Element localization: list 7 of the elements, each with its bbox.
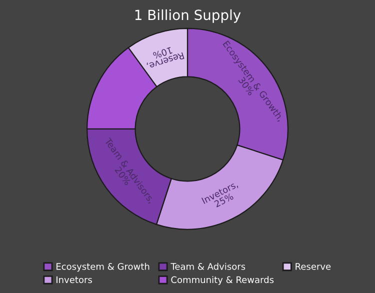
legend-label: Reserve bbox=[296, 263, 331, 270]
chart-title: 1 Billion Supply bbox=[135, 9, 241, 23]
legend-label: Ecosystem & Growth bbox=[56, 262, 150, 272]
data-label: Reserve, 10% bbox=[146, 46, 184, 70]
legend-label: Community & Rewards bbox=[171, 276, 274, 285]
legend-label: Team & Advisors bbox=[170, 262, 246, 270]
legend-label: Invetors bbox=[56, 276, 92, 284]
